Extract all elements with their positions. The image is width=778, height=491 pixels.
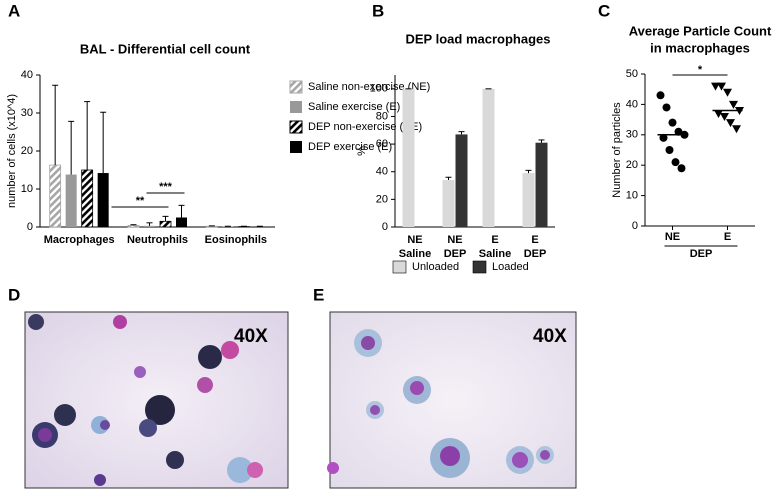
bar xyxy=(402,88,415,228)
bar xyxy=(144,225,155,227)
magnification: 40X xyxy=(234,326,268,347)
y-tick-label: 20 xyxy=(626,159,638,171)
point xyxy=(711,82,720,91)
panel-label: D xyxy=(8,285,20,304)
panel-label: E xyxy=(313,285,324,304)
chart-title: Average Particle Count xyxy=(629,23,772,38)
point xyxy=(732,125,741,134)
y-tick-label: 10 xyxy=(21,183,33,195)
point xyxy=(665,146,674,154)
point xyxy=(720,113,729,122)
point xyxy=(726,119,735,128)
x-tick-label: Macrophages xyxy=(44,234,115,246)
y-axis-label: Number of particles xyxy=(611,102,623,198)
x-tick-label: NE xyxy=(447,234,462,246)
y-tick-label: 100 xyxy=(370,83,388,95)
bar xyxy=(81,169,94,228)
micrograph xyxy=(327,311,577,489)
point xyxy=(659,133,668,142)
point xyxy=(729,100,738,109)
bar xyxy=(49,164,62,228)
x-tick-label: DEP xyxy=(444,248,467,260)
y-tick-label: 0 xyxy=(632,220,638,232)
bar xyxy=(65,174,77,227)
y-tick-label: 20 xyxy=(376,193,388,205)
chart-title: DEP load macrophages xyxy=(406,31,551,46)
chart-title: BAL - Differential cell count xyxy=(80,41,251,56)
x-tick-label: DEP xyxy=(524,248,547,260)
point xyxy=(717,82,726,91)
x-tick-label: E xyxy=(724,231,731,243)
legend-label: Saline exercise (E) xyxy=(308,101,400,113)
bar xyxy=(535,142,548,227)
y-axis-label: number of cells (x10^4) xyxy=(6,94,18,208)
legend-label: DEP non-exercise (NE) xyxy=(308,121,422,133)
bar xyxy=(159,220,172,228)
x-tick-label: NE xyxy=(665,231,680,243)
x-tick-label: Eosinophils xyxy=(205,234,267,246)
bar xyxy=(127,225,140,228)
magnification: 40X xyxy=(533,326,567,347)
micrograph xyxy=(24,311,289,489)
legend-label: Loaded xyxy=(492,261,529,273)
legend-swatch xyxy=(472,260,487,274)
bar xyxy=(522,173,535,227)
legend-label: Unloaded xyxy=(412,261,459,273)
y-tick-label: 0 xyxy=(27,221,33,233)
significance-label: *** xyxy=(159,181,173,193)
legend-swatch xyxy=(290,101,302,113)
y-tick-label: 20 xyxy=(21,145,33,157)
y-tick-label: 40 xyxy=(376,166,388,178)
y-tick-label: 60 xyxy=(376,138,388,150)
panel-label: C xyxy=(598,1,610,20)
y-tick-label: 0 xyxy=(382,221,388,233)
bar xyxy=(176,217,187,227)
x-tick-label: E xyxy=(491,234,498,246)
group-label: DEP xyxy=(690,248,713,260)
panel-label: A xyxy=(8,1,20,20)
point xyxy=(677,164,686,173)
point xyxy=(656,91,665,100)
significance-label: * xyxy=(698,64,703,76)
y-tick-label: 40 xyxy=(21,69,33,81)
point xyxy=(668,118,677,127)
x-tick-label: NE xyxy=(407,234,422,246)
x-tick-label: E xyxy=(531,234,538,246)
legend-swatch xyxy=(289,120,303,134)
x-tick-label: Saline xyxy=(399,248,431,260)
bar xyxy=(482,88,495,228)
significance-label: ** xyxy=(136,195,145,207)
legend-swatch xyxy=(289,80,303,94)
legend-label: Saline non-exercise (NE) xyxy=(308,81,430,93)
point xyxy=(714,110,723,119)
x-tick-label: Neutrophils xyxy=(127,234,188,246)
legend-swatch xyxy=(392,260,407,274)
y-tick-label: 50 xyxy=(626,68,638,80)
legend-swatch xyxy=(290,141,302,153)
y-tick-label: 10 xyxy=(626,190,638,202)
bar xyxy=(97,173,109,227)
point xyxy=(671,158,680,167)
y-tick-label: 80 xyxy=(376,110,388,122)
panel-label: B xyxy=(372,1,384,20)
bar xyxy=(455,134,468,227)
point xyxy=(723,88,732,97)
x-tick-label: Saline xyxy=(479,248,511,260)
y-tick-label: 30 xyxy=(21,107,33,119)
point xyxy=(674,127,683,136)
y-axis-label: % xyxy=(356,146,368,156)
y-tick-label: 40 xyxy=(626,98,638,110)
point xyxy=(662,103,671,112)
y-tick-label: 30 xyxy=(626,129,638,141)
bar xyxy=(442,180,455,227)
chart-title: in macrophages xyxy=(650,40,750,55)
legend-label: DEP exercise (E) xyxy=(308,141,392,153)
